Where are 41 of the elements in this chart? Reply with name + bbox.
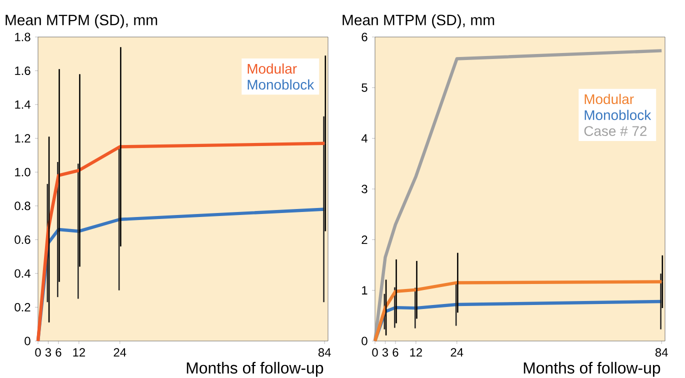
x-tick-label: 24 (450, 348, 464, 357)
x-tick-label: 6 (392, 348, 398, 357)
x-tick-label: 12 (73, 348, 85, 357)
x-tick-label: 0 (372, 348, 378, 357)
line-series (36, 142, 326, 343)
y-tick-label: 0.2 (14, 302, 30, 312)
y-tick-label: 1.6 (15, 66, 30, 75)
x-tick-label: 12 (410, 348, 422, 357)
text: Case # 72 (584, 126, 647, 136)
y-tick-label: 0 (362, 336, 368, 346)
x-tick-label: 0 (35, 348, 41, 357)
x-tick-label: 3 (382, 348, 388, 357)
line-series (373, 280, 664, 343)
y-tick-label: 1.0 (15, 168, 30, 176)
y-tick-label: 0.8 (14, 202, 30, 210)
x-axis-title: Months of follow-up (186, 362, 324, 377)
x-tick-label: 3 (45, 348, 52, 357)
text: Modular (248, 63, 297, 74)
y-axis-title: Mean MTPM (SD), mm (342, 14, 494, 28)
y-tick-label: 1.4 (15, 100, 30, 109)
y-tick-label: 1.8 (15, 32, 30, 42)
y-tick-label: 3 (362, 184, 368, 194)
text: Monoblock (248, 79, 314, 90)
x-axis-title: Months of follow-up (524, 362, 660, 377)
text: Modular (584, 94, 634, 104)
x-tick-label: 24 (114, 348, 126, 357)
y-axis-title: Mean MTPM (SD), mm (6, 14, 158, 28)
x-tick-label: 84 (655, 348, 668, 357)
y-tick-label: 0 (24, 336, 30, 346)
x-tick-label: 84 (318, 348, 331, 357)
y-tick-label: 2 (362, 235, 368, 244)
y-tick-label: 6 (362, 32, 368, 42)
y-tick-label: 0.4 (14, 269, 30, 278)
y-tick-label: 5 (362, 84, 368, 92)
y-tick-label: 4 (361, 134, 368, 142)
y-tick-label: 1.2 (15, 134, 30, 143)
text: Monoblock (584, 110, 652, 120)
y-tick-label: 1 (362, 286, 368, 294)
y-tick-label: 0.6 (14, 235, 30, 244)
x-tick-label: 6 (56, 348, 62, 357)
line-series (373, 49, 664, 343)
